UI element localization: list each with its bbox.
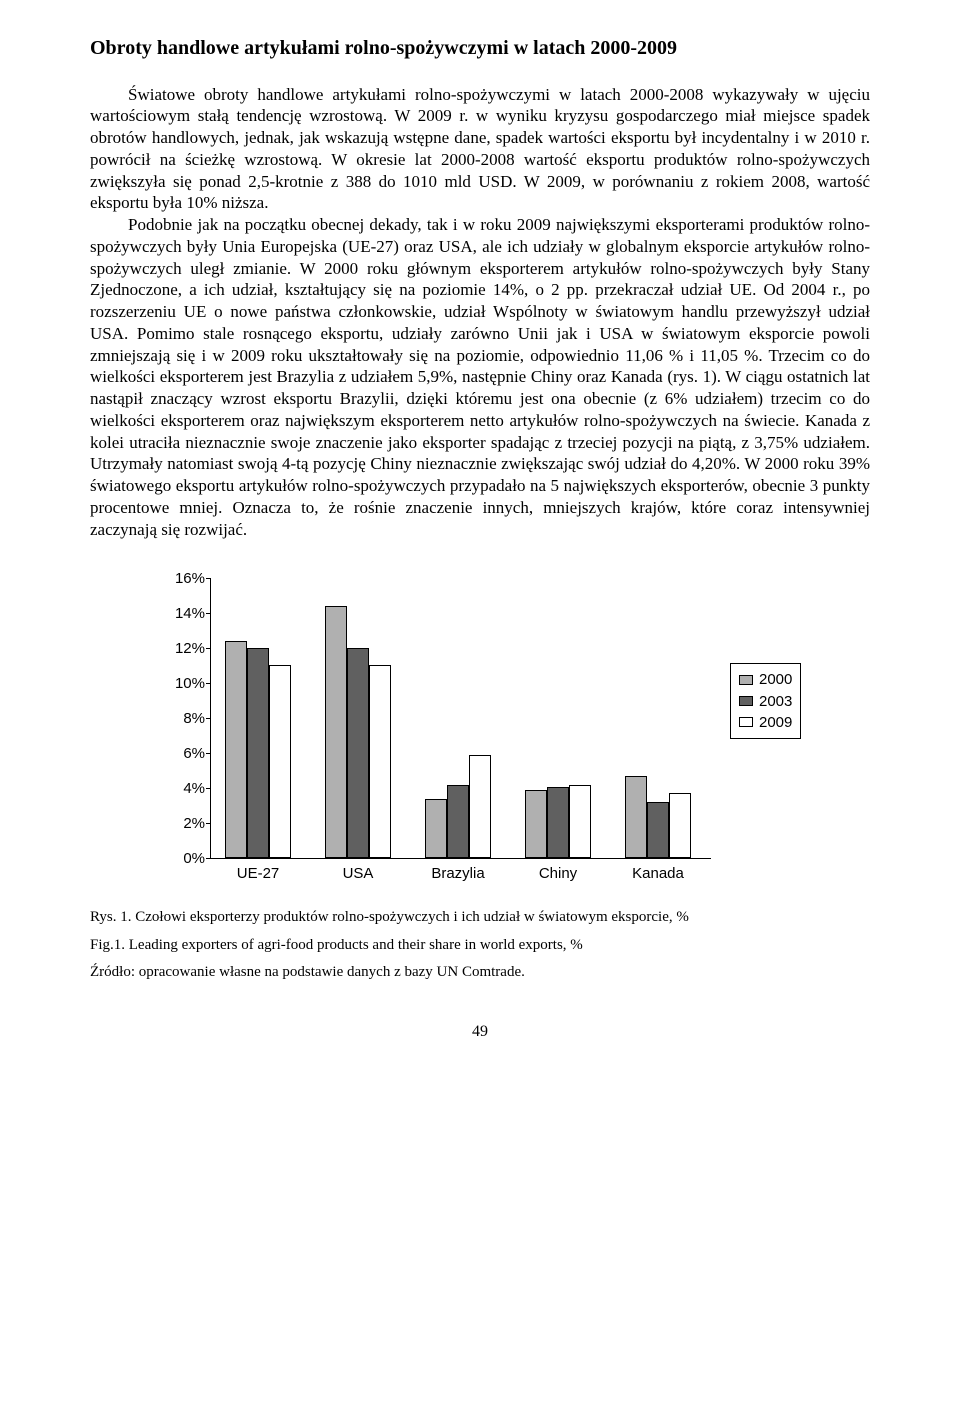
bar — [347, 648, 369, 858]
y-tick-mark — [206, 648, 211, 649]
paragraph-2: Podobnie jak na początku obecnej dekady,… — [90, 214, 870, 540]
y-tick-mark — [206, 858, 211, 859]
legend-swatch — [739, 717, 753, 727]
bar — [425, 799, 447, 859]
bar — [247, 648, 269, 858]
legend-label: 2009 — [759, 713, 792, 732]
section-title: Obroty handlowe artykułami rolno-spożywc… — [90, 36, 870, 62]
x-category-label: UE-27 — [215, 864, 301, 883]
x-category-label: Kanada — [615, 864, 701, 883]
y-tick-label: 6% — [163, 744, 205, 763]
paragraph-1: Światowe obroty handlowe artykułami roln… — [90, 84, 870, 215]
y-tick-mark — [206, 613, 211, 614]
legend-label: 2000 — [759, 670, 792, 689]
legend-item: 2000 — [739, 670, 792, 689]
y-tick-label: 8% — [163, 709, 205, 728]
legend-item: 2009 — [739, 713, 792, 732]
bar — [447, 785, 469, 859]
bar — [569, 785, 591, 859]
bar-chart: 0% 2% 4% 6% 8% 10% 12% 14% 16% UE-27 USA Brazylia Ch… — [150, 568, 730, 888]
y-tick-label: 14% — [163, 604, 205, 623]
plot-area: 0%2%4%6%8%10%12%14%16%UE-27USABrazyliaCh… — [210, 578, 711, 859]
bar — [269, 665, 291, 859]
bar — [225, 641, 247, 858]
bar — [647, 802, 669, 858]
bar — [669, 793, 691, 859]
bar — [525, 790, 547, 858]
y-tick-mark — [206, 788, 211, 789]
y-tick-label: 2% — [163, 814, 205, 833]
legend-swatch — [739, 696, 753, 706]
chart-legend: 2000 2003 2009 — [730, 663, 801, 739]
figure-caption-en: Fig.1. Leading exporters of agri-food pr… — [90, 936, 870, 955]
bar — [625, 776, 647, 858]
y-tick-mark — [206, 823, 211, 824]
y-tick-label: 4% — [163, 779, 205, 798]
y-tick-mark — [206, 753, 211, 754]
y-tick-mark — [206, 683, 211, 684]
figure-source: Źródło: opracowanie własne na podstawie … — [90, 963, 870, 982]
y-tick-mark — [206, 718, 211, 719]
y-tick-label: 0% — [163, 849, 205, 868]
y-tick-mark — [206, 578, 211, 579]
page-number: 49 — [90, 1022, 870, 1042]
y-tick-label: 12% — [163, 639, 205, 658]
bar — [469, 755, 491, 858]
x-category-label: Brazylia — [415, 864, 501, 883]
bar — [547, 787, 569, 859]
page: Obroty handlowe artykułami rolno-spożywc… — [0, 0, 960, 1102]
x-category-label: USA — [315, 864, 401, 883]
legend-item: 2003 — [739, 692, 792, 711]
bar — [325, 606, 347, 858]
legend-swatch — [739, 675, 753, 685]
y-tick-label: 10% — [163, 674, 205, 693]
y-tick-label: 16% — [163, 569, 205, 588]
legend-label: 2003 — [759, 692, 792, 711]
figure-caption-pl: Rys. 1. Czołowi eksporterzy produktów ro… — [90, 908, 870, 927]
x-category-label: Chiny — [515, 864, 601, 883]
chart-container: 0% 2% 4% 6% 8% 10% 12% 14% 16% UE-27 USA Brazylia Ch… — [90, 568, 870, 888]
bar — [369, 665, 391, 858]
